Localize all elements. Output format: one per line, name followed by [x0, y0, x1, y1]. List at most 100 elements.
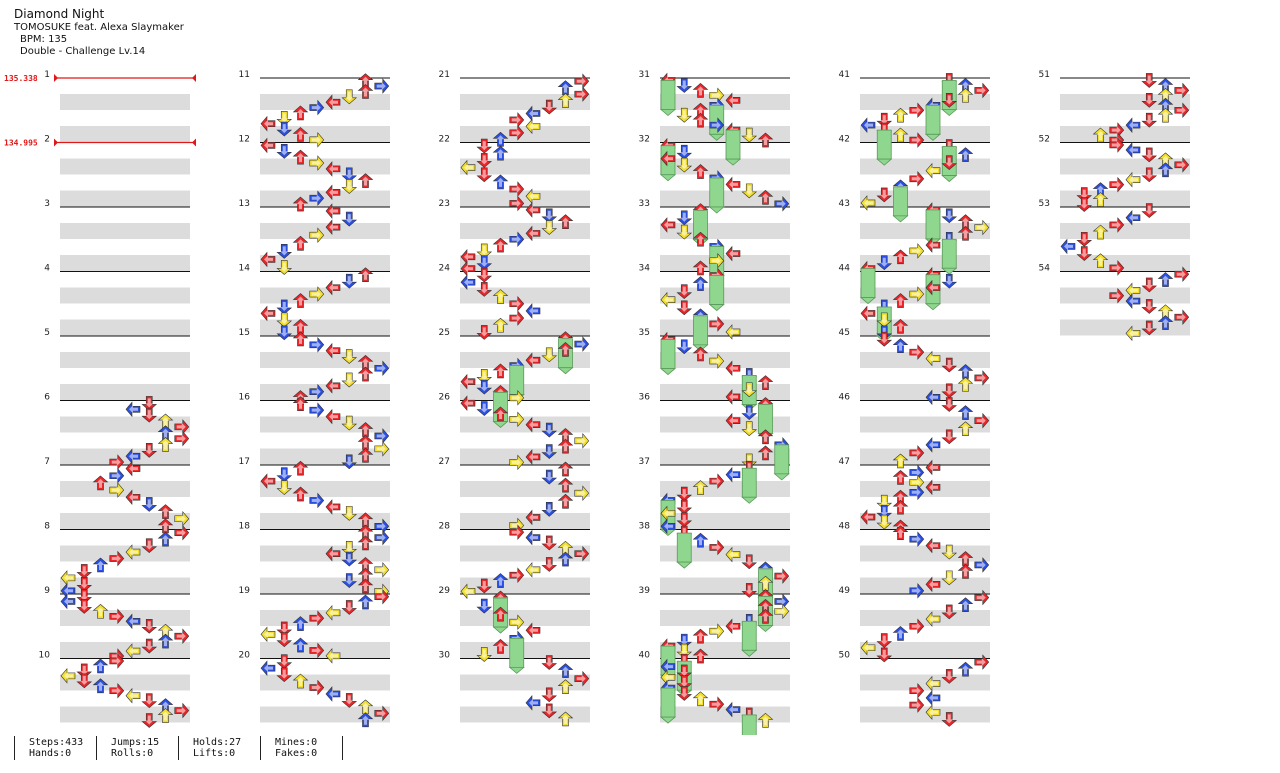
- up-arrow-icon: [692, 112, 709, 128]
- right-arrow-icon: [374, 360, 390, 377]
- left-arrow-icon: [525, 118, 541, 135]
- down-arrow-icon: [341, 415, 358, 431]
- measure-number: 47: [839, 457, 850, 467]
- song-title: Diamond Night: [14, 7, 105, 21]
- beat-band: [660, 706, 790, 723]
- up-arrow-icon: [957, 661, 974, 677]
- down-arrow-icon: [676, 512, 693, 528]
- down-arrow-icon: [141, 618, 158, 634]
- up-arrow-icon: [692, 532, 709, 548]
- measure-number: 46: [839, 393, 851, 403]
- down-arrow-icon: [276, 654, 293, 670]
- right-arrow-icon: [1109, 287, 1125, 304]
- left-arrow-icon: [925, 279, 941, 296]
- up-arrow-icon: [957, 405, 974, 420]
- left-arrow-icon: [725, 92, 741, 109]
- measure-number: 8: [44, 522, 50, 532]
- down-arrow-icon: [541, 469, 558, 485]
- right-arrow-icon: [1174, 266, 1190, 282]
- up-arrow-icon: [957, 597, 974, 613]
- beat-band: [460, 158, 590, 175]
- stat-hands: Hands:0: [29, 748, 72, 759]
- beat-band: [260, 384, 390, 400]
- up-arrow-icon: [1092, 253, 1109, 269]
- bpm-value: 134.995: [4, 139, 38, 148]
- right-arrow-icon: [374, 441, 390, 457]
- measure-number: 35: [639, 328, 650, 338]
- beat-band: [860, 545, 990, 562]
- down-arrow-icon: [876, 255, 893, 271]
- right-arrow-icon: [309, 642, 325, 659]
- down-arrow-icon: [876, 312, 893, 328]
- song-bpm: BPM: 135: [20, 34, 68, 45]
- hold-body: [893, 186, 908, 217]
- up-arrow-icon: [957, 147, 974, 162]
- left-arrow-icon: [925, 704, 941, 721]
- beat-band: [1060, 223, 1190, 239]
- beat-band: [860, 642, 990, 658]
- beat-band: [860, 448, 990, 465]
- down-arrow-icon: [541, 99, 558, 115]
- beat-band: [460, 255, 590, 271]
- left-arrow-icon: [925, 350, 941, 367]
- beat-band: [60, 706, 190, 723]
- beat-band: [260, 190, 390, 207]
- down-arrow-icon: [341, 167, 358, 183]
- left-arrow-icon: [325, 279, 341, 296]
- hold-end: [659, 529, 677, 537]
- right-arrow-icon: [509, 181, 525, 197]
- up-arrow-icon: [892, 499, 909, 515]
- right-arrow-icon: [574, 485, 590, 502]
- up-arrow-icon: [892, 626, 909, 641]
- bpm-value: 135.338: [4, 74, 38, 83]
- hold-body: [741, 714, 757, 735]
- down-arrow-icon: [1076, 197, 1093, 212]
- beat-band: [860, 287, 990, 304]
- right-arrow-icon: [309, 679, 325, 696]
- up-arrow-icon: [292, 460, 309, 476]
- left-arrow-icon: [925, 675, 941, 692]
- beat-band: [60, 577, 190, 594]
- left-arrow-icon: [60, 593, 76, 610]
- down-arrow-icon: [1141, 203, 1158, 218]
- down-arrow-icon: [476, 153, 493, 168]
- left-arrow-icon: [725, 360, 741, 377]
- right-arrow-icon: [374, 529, 390, 546]
- beat-band: [460, 190, 590, 207]
- hold-body: [925, 209, 941, 240]
- up-arrow-icon: [757, 189, 774, 205]
- measure-number: 4: [44, 264, 50, 274]
- beat-band: [260, 352, 390, 368]
- up-arrow-icon: [292, 396, 309, 412]
- measure-4: 4: [44, 264, 190, 336]
- left-arrow-icon: [460, 373, 476, 390]
- measure-51: 51: [1039, 70, 1190, 142]
- right-arrow-icon: [709, 117, 725, 133]
- right-arrow-icon: [309, 99, 325, 116]
- right-arrow-icon: [174, 628, 190, 644]
- left-arrow-icon: [525, 225, 541, 242]
- down-arrow-icon: [1141, 320, 1158, 336]
- down-arrow-icon: [676, 686, 693, 701]
- right-arrow-icon: [509, 454, 525, 471]
- up-arrow-icon: [1092, 127, 1109, 143]
- beat-band: [860, 190, 990, 207]
- right-arrow-icon: [309, 227, 325, 244]
- beat-band: [460, 94, 590, 110]
- stats-group-4: Mines:0 Fakes:0: [260, 736, 343, 760]
- up-arrow-icon: [357, 594, 374, 610]
- left-arrow-icon: [325, 342, 341, 359]
- down-arrow-icon: [941, 383, 958, 399]
- beat-band: [1060, 190, 1190, 207]
- hold-body: [725, 129, 741, 160]
- down-arrow-icon: [876, 647, 893, 663]
- measure-number: 3: [44, 199, 50, 209]
- beat-band: [60, 642, 190, 658]
- up-arrow-icon: [292, 293, 309, 308]
- up-arrow-icon: [957, 376, 974, 392]
- hold-end: [941, 109, 958, 117]
- measure-number: 34: [639, 264, 651, 274]
- down-arrow-icon: [341, 551, 358, 567]
- down-arrow-icon: [76, 577, 93, 592]
- measure-number: 10: [39, 651, 51, 661]
